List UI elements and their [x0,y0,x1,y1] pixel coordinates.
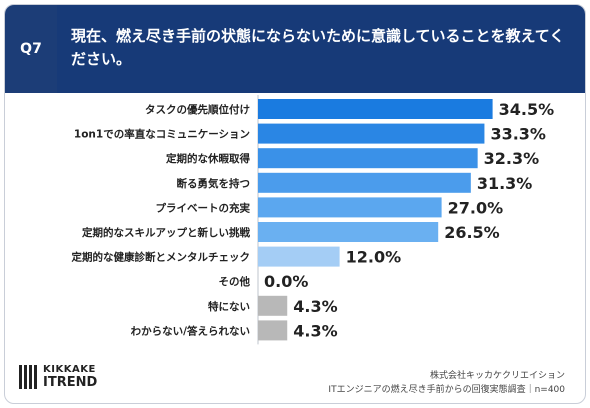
question-header: Q7 現在、燃え尽き手前の状態にならないために意識していることを教えてください。 [5,5,585,93]
data-label: 26.5% [444,223,500,242]
kikkake-itrend-logo: KIKKAKE ITREND [19,361,139,401]
data-label: 4.3% [293,321,337,340]
category-label: 定期的な健康診断とメンタルチェック [71,251,251,264]
category-label: 特にない [208,300,250,313]
chart-card: Q7 現在、燃え尽き手前の状態にならないために意識していることを教えてください。… [4,4,586,404]
bar [258,148,478,169]
bar [258,123,485,144]
category-label: プライベートの充実 [156,201,251,214]
source-credit: 株式会社キッカケクリエイション ITエンジニアの燃え尽き手前からの回復実態調査｜… [328,369,565,397]
credit-company: 株式会社キッカケクリエイション [429,371,565,381]
bar [258,197,442,218]
data-label: 0.0% [264,272,308,291]
logo-mark-icon [19,365,37,389]
category-label: タスクの優先順位付け [145,103,250,116]
bar [258,222,439,242]
category-label: わからない/答えられない [131,324,250,337]
credit-survey: ITエンジニアの燃え尽き手前からの回復実態調査｜n=400 [328,385,565,395]
question-text: 現在、燃え尽き手前の状態にならないために意識していることを教えてください。 [57,5,585,93]
data-label: 34.5% [499,100,555,119]
bar [258,320,288,341]
data-label: 33.3% [490,125,546,144]
data-label: 27.0% [448,198,504,217]
bar-chart: タスクの優先順位付け 34.5% 1on1での率直なコミュニケーション 33.3% 定期… [71,95,555,345]
bar [258,246,340,267]
data-label: 4.3% [293,297,337,316]
data-label: 12.0% [346,248,402,267]
category-label: 1on1での率直なコミュニケーション [74,128,250,141]
logo-top-text: KIKKAKE [43,364,96,375]
category-label: その他 [219,275,251,288]
data-label: 31.3% [477,174,533,193]
data-label: 32.3% [484,149,540,168]
bar [258,295,288,316]
bar [258,172,471,193]
category-label: 定期的な休暇取得 [165,152,250,165]
category-label: 定期的なスキルアップと新しい挑戦 [81,226,250,239]
question-number: Q7 [5,5,57,93]
logo-bottom-text: ITREND [43,375,98,390]
bar [258,99,493,119]
category-label: 断る勇気を持つ [177,177,251,190]
